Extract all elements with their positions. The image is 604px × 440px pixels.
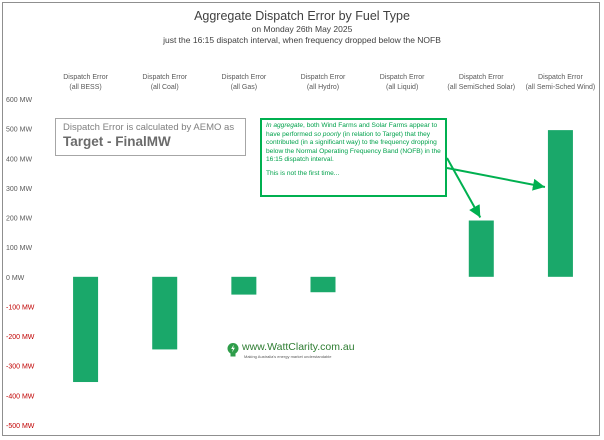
annotation-arrow-solar <box>446 157 482 218</box>
y-tick-label: 0 MW <box>6 275 25 282</box>
category-label: (all SemiSched Solar) <box>447 84 515 91</box>
category-label: Dispatch Error <box>459 74 504 81</box>
category-label: Dispatch Error <box>380 74 425 81</box>
bar <box>468 220 494 277</box>
y-tick-label: -200 MW <box>6 334 35 341</box>
bar <box>73 276 99 383</box>
chart-frame <box>2 2 600 436</box>
annotation-paragraph: In aggregate, both Wind Farms and Solar … <box>266 122 441 165</box>
annotation-emphasis-aggregate: In aggregate <box>266 122 304 129</box>
y-tick-label: -100 MW <box>6 304 35 311</box>
category-label: (all BESS) <box>69 84 101 91</box>
chart-subtitle-date: on Monday 26th May 2025 <box>251 24 353 34</box>
bar <box>231 276 257 295</box>
chart-title: Aggregate Dispatch Error by Fuel Type <box>194 9 410 23</box>
category-label: Dispatch Error <box>142 74 187 81</box>
y-tick-label: 500 MW <box>6 127 32 134</box>
note-description: Dispatch Error is calculated by AEMO as <box>63 122 235 133</box>
y-tick-label: 200 MW <box>6 216 32 223</box>
logo-site-name: www.WattClarity.com.au <box>242 341 355 353</box>
bar <box>310 276 336 293</box>
category-label: (all Hydro) <box>307 84 339 91</box>
category-label: (all Liquid) <box>386 84 418 91</box>
annotation-emphasis-poorly: so poorly <box>314 130 341 138</box>
annotation-footnote: This is not the first time... <box>266 169 340 177</box>
annotation-text-rest: (in relation to Target) that they contri… <box>266 130 441 164</box>
annotation-text-part: , both Wind Farms and Solar Farms appear… <box>266 122 438 138</box>
logo-tagline: Making Australia's energy market underst… <box>244 354 332 359</box>
lightbulb-icon <box>227 343 239 357</box>
y-tick-label: 400 MW <box>6 156 32 163</box>
category-label: (all Gas) <box>231 84 257 91</box>
note-formula: Target - FinalMW <box>63 134 171 149</box>
category-label: Dispatch Error <box>63 74 108 81</box>
y-tick-label: -500 MW <box>6 423 35 430</box>
annotation-arrow-wind <box>446 167 546 191</box>
category-label: Dispatch Error <box>538 74 583 81</box>
y-tick-label: -400 MW <box>6 393 35 400</box>
wattclarity-logo: www.WattClarity.com.au Making Australia'… <box>226 341 376 363</box>
y-tick-label: 100 MW <box>6 245 32 252</box>
category-label: (all Coal) <box>151 84 179 91</box>
category-label: Dispatch Error <box>221 74 266 81</box>
calculation-note-box: Dispatch Error is calculated by AEMO as … <box>55 118 246 156</box>
y-tick-label: 600 MW <box>6 97 32 104</box>
bar <box>152 276 178 350</box>
annotation-box: In aggregate, both Wind Farms and Solar … <box>260 118 447 197</box>
bar <box>547 130 573 277</box>
chart-subtitle-interval: just the 16:15 dispatch interval, when f… <box>163 35 441 45</box>
y-tick-label: -300 MW <box>6 364 35 371</box>
category-label: Dispatch Error <box>301 74 346 81</box>
category-label: (all Semi-Sched Wind) <box>526 84 596 91</box>
y-tick-label: 300 MW <box>6 186 32 193</box>
